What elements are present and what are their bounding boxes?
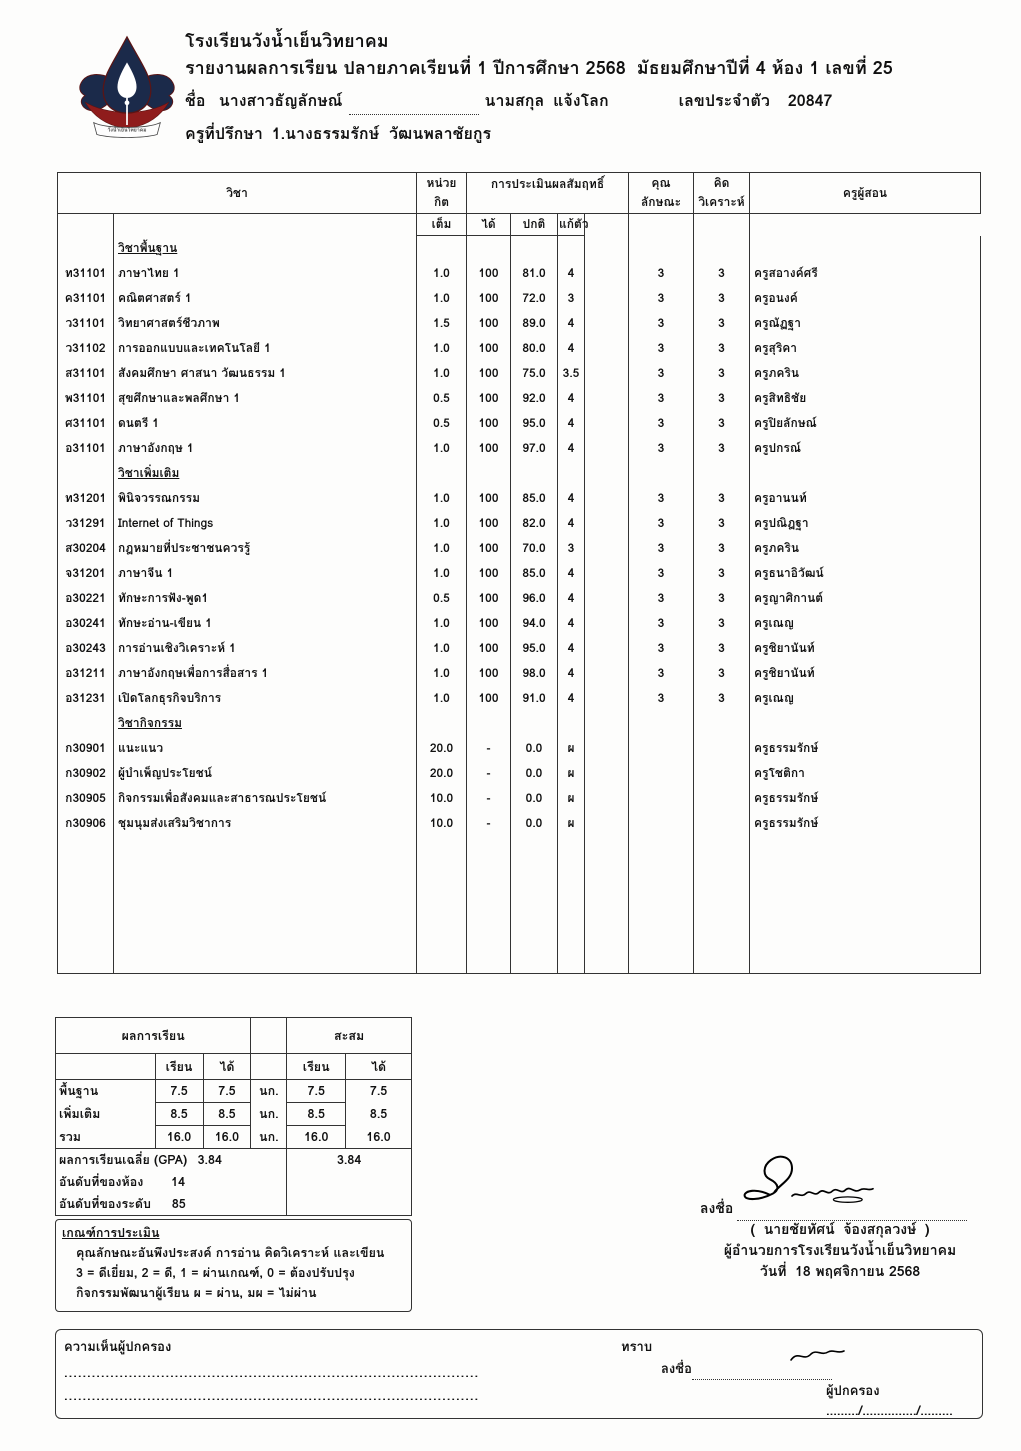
- svg-text:วังน้ำเย็นวิทยาคม: วังน้ำเย็นวิทยาคม: [107, 125, 146, 134]
